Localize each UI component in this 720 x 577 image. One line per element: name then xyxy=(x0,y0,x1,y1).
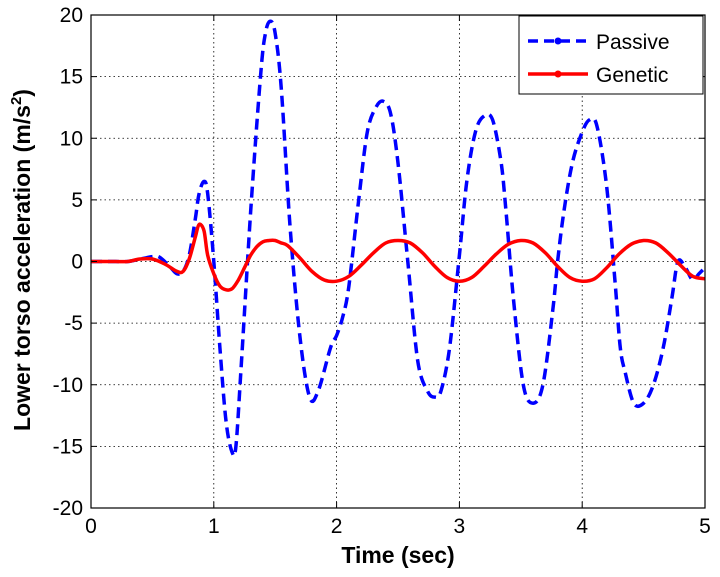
y-tick-label: -5 xyxy=(64,312,83,335)
y-axis-label-sup: 2 xyxy=(8,97,25,105)
series-lines xyxy=(90,19,707,458)
y-tick-label: 5 xyxy=(71,189,83,212)
x-tick-label: 3 xyxy=(454,515,466,538)
y-tick-label: -10 xyxy=(53,374,83,397)
legend-marker-genetic xyxy=(554,70,562,78)
y-tick-label: 0 xyxy=(71,251,83,274)
x-tick-label: 5 xyxy=(699,515,711,538)
legend-box xyxy=(518,15,704,95)
x-tick-label: 2 xyxy=(331,515,343,538)
legend-label-genetic: Genetic xyxy=(596,64,668,87)
y-axis-label-end: ) xyxy=(9,89,35,97)
series-line-passive xyxy=(90,19,707,458)
y-tick-label: -20 xyxy=(53,497,83,520)
x-tick-label: 1 xyxy=(208,515,220,538)
x-tick-label: 4 xyxy=(576,515,588,538)
series-line-genetic xyxy=(90,222,706,292)
y-axis-label-main: Lower torso acceleration (m/s xyxy=(9,105,35,431)
y-tick-label: -15 xyxy=(53,435,83,458)
ticks: 0 1 2 3 4 5 -20 -15 -10 -5 0 5 10 15 20 xyxy=(53,4,711,538)
legend: Passive Genetic xyxy=(518,15,704,95)
y-tick-label: 10 xyxy=(60,127,83,150)
grid xyxy=(91,15,705,508)
legend-marker-passive xyxy=(554,37,562,45)
x-axis-label: Time (sec) xyxy=(341,542,454,568)
y-tick-label: 20 xyxy=(60,4,83,27)
y-tick-label: 15 xyxy=(60,66,83,89)
legend-label-passive: Passive xyxy=(596,31,670,54)
y-axis-label: Lower torso acceleration (m/s2) xyxy=(8,89,35,431)
x-tick-label: 0 xyxy=(85,515,97,538)
